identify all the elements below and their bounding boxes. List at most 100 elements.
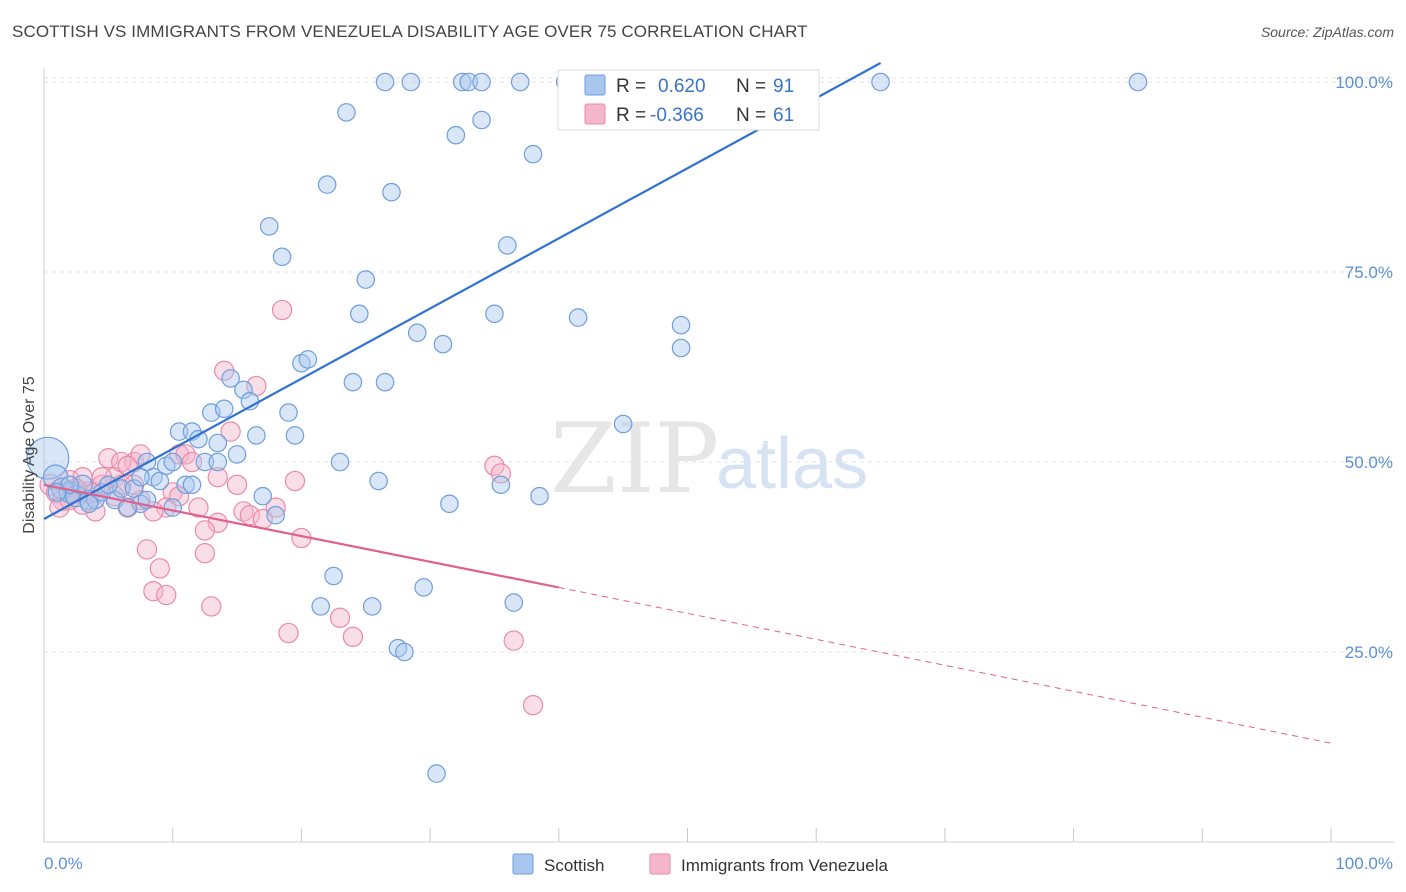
axes (43, 68, 1394, 843)
scottish-point (214, 399, 234, 419)
scottish-point (568, 308, 588, 327)
scottish-point (523, 144, 543, 164)
scottish-point (613, 414, 633, 434)
venezuela-point (233, 501, 254, 522)
venezuela-point (201, 596, 222, 617)
scottish-point (530, 486, 549, 506)
legend-scottish-swatch (512, 853, 534, 875)
stats-legend: R = 0.620 N = 91 R = -0.366 N = 61 (557, 69, 820, 131)
venezuela-point (181, 451, 203, 473)
scottish-point (671, 315, 691, 335)
scottish-point (446, 125, 466, 145)
scottish-point (208, 452, 228, 472)
scottish-point (671, 338, 691, 358)
venezuela-point (136, 539, 158, 560)
scottish-point (163, 498, 182, 517)
scottish-point (298, 350, 318, 369)
x-tick-label-max: 100.0% (1335, 854, 1393, 873)
scottish-point (1128, 72, 1148, 92)
source-credit: Source: ZipAtlas.com (1260, 24, 1394, 40)
scottish-point (407, 323, 427, 343)
scottish-point (362, 597, 382, 616)
venezuela-point (98, 448, 119, 469)
scottish-point (337, 103, 356, 122)
scottish-point (356, 270, 376, 289)
scottish-point (395, 642, 414, 662)
venezuela-point (194, 543, 216, 564)
stats-venezuela-r-value: -0.366 (650, 105, 704, 126)
venezuela-point (168, 486, 190, 507)
scottish-point (427, 764, 446, 783)
venezuela-point (149, 558, 170, 579)
watermark-atlas: atlas (716, 424, 868, 504)
scottish-point (324, 566, 343, 586)
stats-venezuela-swatch (584, 103, 606, 125)
venezuela-trend-extension (558, 586, 1332, 744)
venezuela-point (503, 630, 524, 651)
stats-scottish-n-value: 91 (773, 76, 794, 97)
scottish-trend-line (43, 62, 882, 520)
venezuela-point (522, 695, 544, 716)
scottish-point (401, 72, 421, 92)
venezuela-point (111, 451, 132, 473)
scottish-point (485, 304, 504, 324)
scottish-point (253, 486, 273, 506)
stats-venezuela-n-label: N = (736, 105, 766, 126)
y-tick-label: 50.0% (1345, 453, 1393, 472)
venezuela-point (156, 584, 177, 606)
venezuela-point (278, 622, 299, 644)
scottish-point (247, 426, 266, 445)
scottish-point (317, 175, 337, 194)
scottish-point (131, 467, 150, 487)
x-tick-label-min: 0.0% (44, 854, 83, 873)
trend-lines (43, 62, 1332, 744)
scottish-point (169, 422, 189, 441)
scottish-point (472, 110, 491, 130)
scottish-point (369, 471, 388, 491)
legend-venezuela-swatch (649, 853, 671, 875)
stats-scottish-n-label: N = (736, 76, 766, 97)
venezuela-point (342, 626, 364, 647)
scottish-point (176, 475, 195, 495)
scottish-point (234, 380, 253, 400)
venezuela-point (207, 467, 228, 488)
scottish-point (504, 593, 524, 612)
legend-scottish-label: Scottish (544, 856, 604, 875)
stats-scottish-r-value: 0.620 (658, 76, 706, 97)
scottish-point (221, 369, 240, 388)
scottish-point (26, 436, 70, 480)
scottish-point (491, 475, 511, 495)
stats-scottish-swatch (584, 74, 606, 96)
scottish-point (414, 578, 433, 597)
scottish-point (182, 475, 202, 495)
series-legend: Scottish Immigrants from Venezuela (512, 853, 888, 875)
scottish-point (259, 217, 279, 236)
scottish-point (279, 403, 298, 422)
scottish-point (452, 72, 472, 92)
scottish-point (272, 247, 292, 267)
stats-venezuela-n-value: 61 (773, 105, 794, 126)
y-tick-labels: 25.0% 50.0% 75.0% 100.0% (1335, 73, 1393, 662)
scottish-point (311, 597, 331, 616)
venezuela-point (143, 581, 164, 602)
venezuela-point (271, 299, 293, 321)
scottish-point (266, 505, 285, 525)
scottish-point (375, 372, 395, 392)
venezuela-trend-line (43, 483, 560, 589)
venezuela-point (226, 474, 248, 495)
scottish-point (871, 72, 890, 92)
scottish-point (375, 72, 395, 92)
stats-venezuela-r-label: R = (616, 105, 646, 126)
legend-venezuela-label: Immigrants from Venezuela (681, 856, 888, 875)
scottish-point (498, 236, 517, 255)
scottish-point (440, 494, 459, 514)
scottish-point (163, 452, 182, 472)
scottish-point (510, 72, 530, 92)
venezuela-point (329, 607, 351, 628)
y-tick-label: 100.0% (1335, 73, 1393, 92)
scottish-point (227, 445, 247, 464)
watermark-zip: ZIP (550, 403, 719, 515)
scottish-point (382, 182, 401, 202)
y-tick-label: 75.0% (1345, 263, 1393, 282)
